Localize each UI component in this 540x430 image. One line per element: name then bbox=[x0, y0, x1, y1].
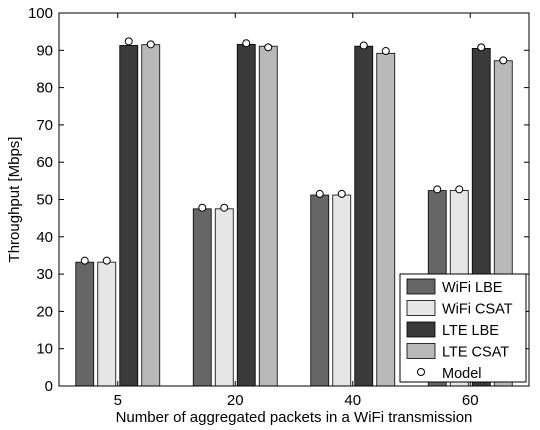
model-marker bbox=[124, 37, 133, 46]
x-axis-label: Number of aggregated packets in a WiFi t… bbox=[116, 409, 473, 426]
y-tick-label: 90 bbox=[36, 42, 53, 59]
bar-lte-csat-40 bbox=[376, 52, 396, 387]
model-marker bbox=[499, 56, 508, 65]
model-marker bbox=[146, 40, 155, 49]
legend-swatch-wifi-lbe bbox=[406, 278, 436, 295]
model-marker bbox=[242, 39, 251, 48]
model-marker bbox=[381, 47, 390, 56]
model-marker bbox=[433, 185, 442, 194]
bar-wifi-csat-40 bbox=[332, 194, 352, 387]
y-tick-label: 10 bbox=[36, 341, 53, 358]
bar-wifi-lbe-40 bbox=[310, 194, 330, 387]
x-tick-label: 60 bbox=[462, 392, 479, 409]
legend-swatch-lte-lbe bbox=[406, 321, 436, 338]
legend-label-wifi-lbe: WiFi LBE bbox=[442, 280, 503, 296]
model-marker bbox=[80, 256, 89, 265]
model-marker bbox=[220, 203, 229, 212]
model-marker bbox=[359, 41, 368, 50]
model-marker bbox=[198, 203, 207, 212]
bar-lte-csat-20 bbox=[258, 45, 278, 387]
bar-wifi-csat-20 bbox=[214, 208, 234, 387]
y-tick-label: 60 bbox=[36, 154, 53, 171]
legend-swatch-lte-csat bbox=[406, 343, 436, 359]
bar-lte-lbe-5 bbox=[119, 45, 139, 387]
model-marker bbox=[337, 189, 346, 198]
bar-wifi-lbe-20 bbox=[192, 208, 212, 387]
y-tick-label: 30 bbox=[36, 266, 53, 283]
x-tick-label: 5 bbox=[114, 392, 122, 409]
y-tick-label: 20 bbox=[36, 303, 53, 320]
legend: WiFi LBE WiFi CSAT LTE LBE LTE CSAT Model bbox=[399, 273, 527, 383]
y-tick-label: 0 bbox=[45, 378, 53, 395]
y-tick-label: 100 bbox=[28, 5, 53, 22]
x-tick-label: 20 bbox=[227, 392, 244, 409]
model-marker bbox=[102, 256, 111, 265]
model-markers-layer bbox=[80, 37, 508, 265]
legend-swatch-wifi-csat bbox=[406, 300, 436, 316]
legend-marker-model bbox=[417, 368, 425, 376]
y-tick-label: 50 bbox=[36, 192, 53, 209]
y-axis: 0 10 20 30 40 50 60 70 80 90 100 bbox=[28, 5, 529, 395]
legend-label-model: Model bbox=[442, 366, 482, 382]
model-marker bbox=[477, 43, 486, 52]
bar-lte-csat-5 bbox=[141, 44, 161, 387]
bar-lte-lbe-20 bbox=[236, 43, 256, 387]
y-tick-label: 70 bbox=[36, 117, 53, 134]
y-tick-label: 40 bbox=[36, 229, 53, 246]
x-tick-label: 40 bbox=[344, 392, 361, 409]
model-marker bbox=[315, 189, 324, 198]
y-tick-label: 80 bbox=[36, 80, 53, 97]
legend-label-lte-csat: LTE CSAT bbox=[442, 345, 509, 361]
x-axis: 5 20 40 60 bbox=[114, 13, 479, 409]
bar-lte-lbe-40 bbox=[354, 45, 374, 387]
y-axis-label: Throughput [Mbps] bbox=[6, 137, 23, 263]
legend-label-wifi-csat: WiFi CSAT bbox=[442, 302, 513, 318]
bars-layer bbox=[75, 43, 513, 387]
bar-wifi-csat-5 bbox=[97, 261, 117, 387]
model-marker bbox=[264, 43, 273, 52]
bar-wifi-lbe-5 bbox=[75, 261, 95, 387]
model-marker bbox=[455, 185, 464, 194]
legend-label-lte-lbe: LTE LBE bbox=[442, 323, 499, 339]
